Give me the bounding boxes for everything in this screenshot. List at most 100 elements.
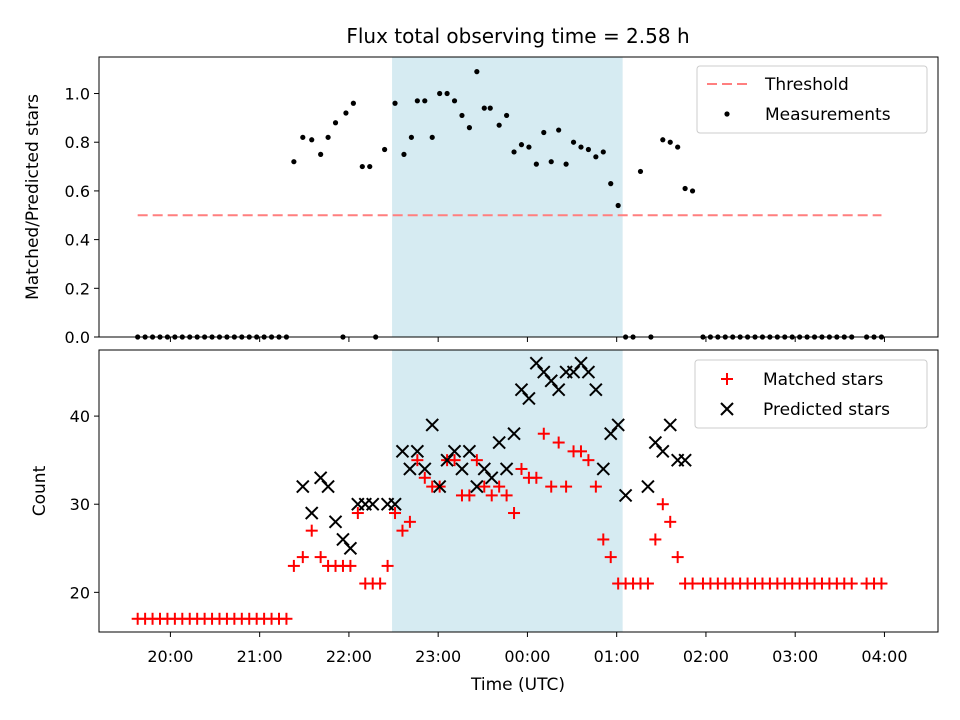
measurement-point [541,129,547,136]
predicted-star-point [432,479,447,494]
measurement-point [291,159,297,165]
matched-star-point [396,524,409,537]
predicted-star-point [403,462,417,476]
y-tick-label: 0.6 [65,182,90,201]
matched-star-point [463,489,476,502]
marker-stroke [678,453,692,467]
predicted-star-point [641,479,655,494]
predicted-star-point [296,479,310,494]
measurement-point [343,110,349,116]
measurement-point [359,163,365,170]
matched-star-point [515,462,528,475]
predicted-star-point [551,382,566,397]
bottom-legend-box [694,359,928,429]
measurement-point [444,90,450,97]
measurement-point [682,185,688,192]
matched-star-point [374,577,387,590]
matched-star-point [686,577,699,590]
measurement-point [667,139,673,145]
measurement-point [332,120,339,126]
matched-star-point [305,524,318,537]
measurement-point [487,105,493,111]
legend-predicted-label: Predicted stars [763,400,890,420]
measurement-point [503,112,510,119]
bottom-panel: 20 30 40 20:00 21:00 22:00 23:00 00:00 01:00 02:… [30,349,939,695]
marker-stroke [522,391,536,406]
measurement-point [518,142,525,148]
predicted-star-point [305,506,319,520]
measurement-point [367,163,373,170]
measurement-point [451,98,458,104]
marker-stroke [611,418,625,432]
marker-stroke [313,471,328,485]
measurement-point [608,181,614,187]
x-tick-label: 04:00 [861,647,907,666]
marker-stroke [648,435,663,450]
x-tick-label: 23:00 [415,647,461,666]
marker-stroke [403,462,417,476]
top-legend-box [696,65,928,134]
top-x-ticks [169,337,885,342]
marker-stroke [418,462,432,476]
measurement-point [689,188,696,194]
matched-star-point [287,559,300,572]
predicted-star-point [343,541,358,555]
predicted-star-point [656,444,670,459]
y-tick-label: 1.0 [65,85,90,104]
x-tick-label: 00:00 [504,647,550,666]
matched-star-point [845,577,858,590]
matched-star-point [403,515,416,528]
matched-star-point [500,489,513,502]
bottom-y-ticks: 20 30 40 [70,407,99,602]
predicted-star-point [447,444,462,459]
marker-stroke [596,462,610,476]
measurement-point [466,125,473,131]
measurement-point [300,134,306,140]
marker-stroke [296,479,310,494]
marker-stroke [656,444,670,459]
predicted-star-point [455,462,469,476]
marker-stroke [485,471,499,485]
measurement-point [350,100,356,106]
measurement-point [437,90,443,97]
marker-stroke [551,382,566,397]
measurement-point [429,134,435,140]
predicted-star-point [388,497,402,511]
x-tick-label: 22:00 [326,647,372,666]
marker-stroke [462,444,477,459]
marker-stroke [537,365,551,379]
measurement-point [496,122,502,128]
legend-matched-label: Matched stars [763,370,883,390]
legend-predicted-swatch [720,402,734,416]
predicted-star-point [596,462,610,476]
predicted-star-point [618,488,633,503]
matched-star-point [875,577,888,590]
predicted-star-point [328,515,343,529]
matched-star-point [485,489,498,502]
predicted-star-point [410,444,425,459]
predicted-star-point [663,418,677,432]
predicted-star-point [485,471,499,485]
marker-stroke [470,479,484,494]
y-tick-label: 40 [70,407,90,426]
measurement-point [325,134,331,140]
measurement-point [570,139,577,145]
measurement-point [408,134,414,140]
predicted-star-point [522,391,536,406]
measurement-point [511,149,517,155]
bottom-x-ticks: 20:00 21:00 22:00 23:00 00:00 01:00 02:00 03:00… [147,632,908,666]
matched-star-point [351,507,364,520]
marker-stroke [328,515,343,529]
measurement-point [526,144,532,150]
measurement-point [578,144,584,150]
y-tick-label: 0.8 [65,133,90,152]
marker-stroke [410,444,425,459]
measurement-point [382,146,388,153]
bottom-legend: Matched stars Predicted stars [694,359,928,429]
measurement-point [600,149,606,155]
matched-star-point [671,551,684,564]
marker-stroke [581,365,596,379]
bottom-plot-frame [98,349,939,633]
marker-stroke [336,532,350,547]
bottom-x-axis-label: Time (UTC) [470,675,565,695]
